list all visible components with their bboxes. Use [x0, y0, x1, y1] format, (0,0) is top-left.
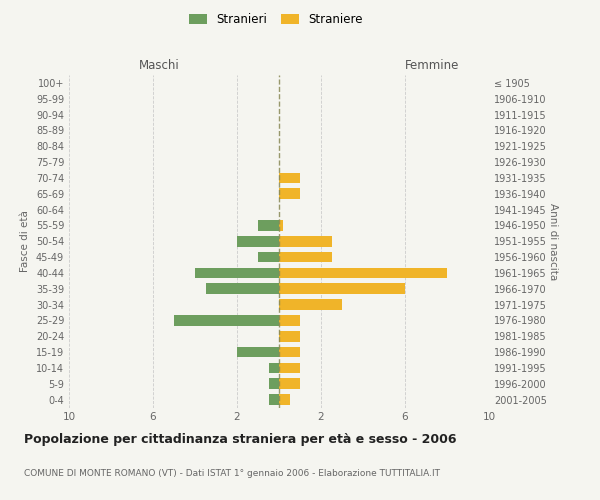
Bar: [237, 236, 279, 246]
Bar: [279, 331, 300, 342]
Bar: [205, 284, 279, 294]
Bar: [279, 284, 405, 294]
Bar: [195, 268, 279, 278]
Text: Maschi: Maschi: [139, 59, 179, 72]
Bar: [279, 172, 300, 184]
Bar: [279, 378, 300, 389]
Bar: [269, 362, 279, 374]
Text: Popolazione per cittadinanza straniera per età e sesso - 2006: Popolazione per cittadinanza straniera p…: [24, 432, 457, 446]
Bar: [279, 346, 300, 358]
Bar: [279, 299, 342, 310]
Bar: [279, 236, 331, 246]
Bar: [174, 315, 279, 326]
Bar: [258, 252, 279, 262]
Bar: [258, 220, 279, 231]
Bar: [269, 378, 279, 389]
Bar: [279, 268, 447, 278]
Bar: [279, 252, 331, 262]
Legend: Stranieri, Straniere: Stranieri, Straniere: [184, 8, 368, 31]
Bar: [279, 220, 283, 231]
Bar: [279, 362, 300, 374]
Text: COMUNE DI MONTE ROMANO (VT) - Dati ISTAT 1° gennaio 2006 - Elaborazione TUTTITAL: COMUNE DI MONTE ROMANO (VT) - Dati ISTAT…: [24, 469, 440, 478]
Y-axis label: Fasce di età: Fasce di età: [20, 210, 30, 272]
Bar: [269, 394, 279, 405]
Bar: [237, 346, 279, 358]
Text: Femmine: Femmine: [405, 59, 459, 72]
Y-axis label: Anni di nascita: Anni di nascita: [548, 202, 558, 280]
Bar: [279, 315, 300, 326]
Bar: [279, 188, 300, 199]
Bar: [279, 394, 290, 405]
